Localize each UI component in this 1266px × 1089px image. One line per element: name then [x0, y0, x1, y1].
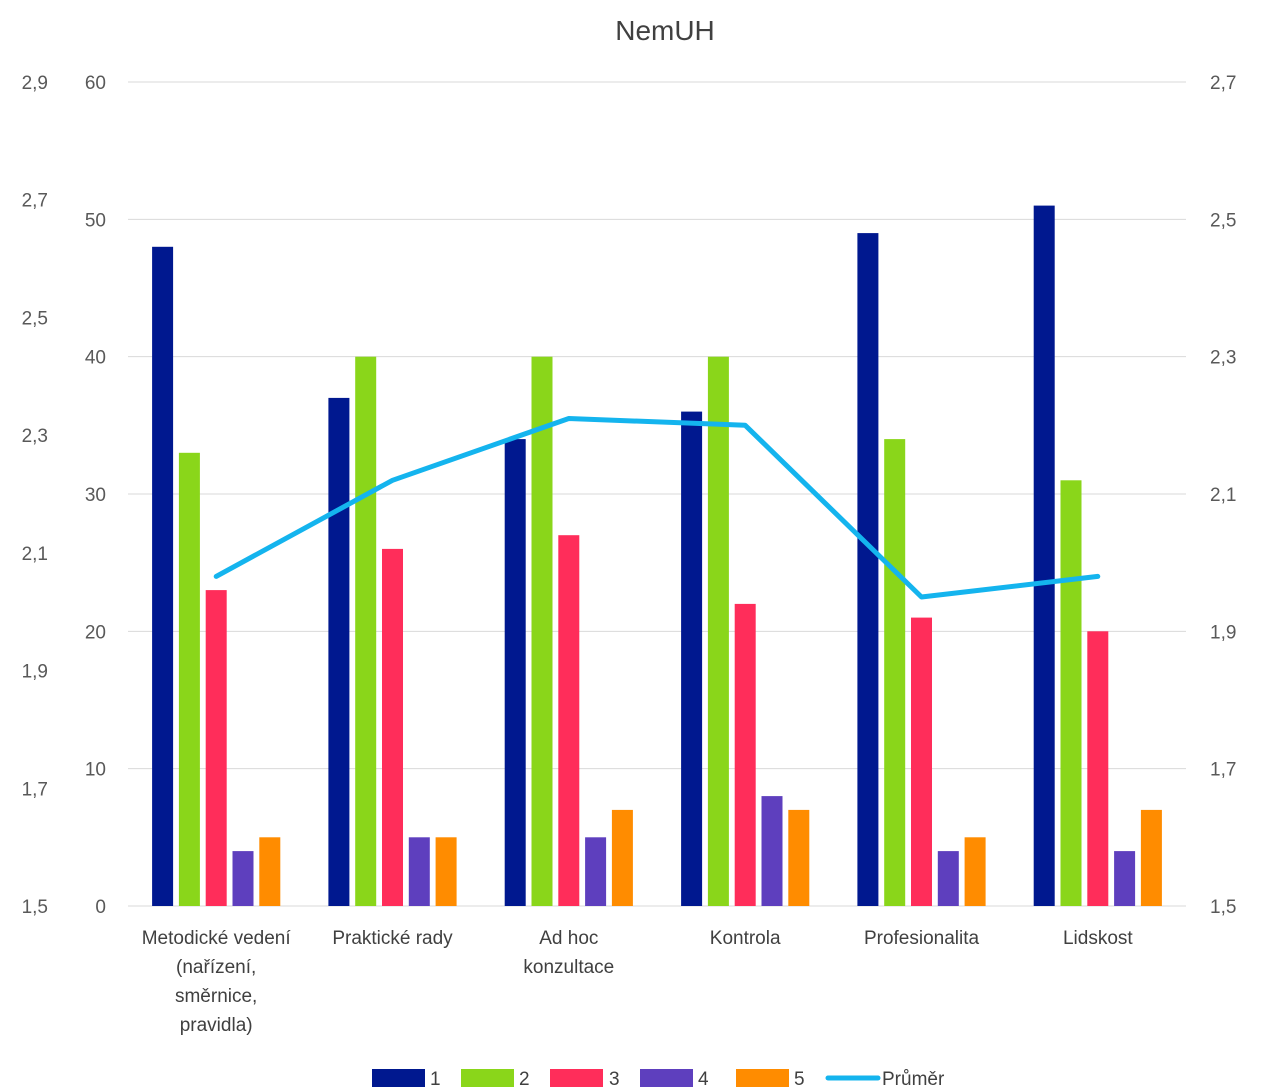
category-label: Praktické rady: [332, 928, 453, 949]
category-label: konzultace: [523, 957, 614, 978]
bar-series-1-cat-3: [681, 411, 703, 906]
y-outer-left-tick-label: 1,9: [22, 662, 48, 683]
bar-series-2-cat-1: [355, 356, 377, 906]
legend-swatch-4: [640, 1069, 693, 1087]
bar-series-5-cat-3: [788, 809, 810, 906]
bars: [152, 205, 1162, 907]
y-outer-left-tick-label: 2,1: [22, 544, 48, 565]
bar-series-3-cat-2: [558, 535, 580, 906]
y-left-tick-label: 40: [85, 348, 106, 369]
legend-label-3: 3: [609, 1069, 620, 1089]
bar-series-5-cat-2: [611, 809, 633, 906]
y-outer-left-tick-label: 1,5: [22, 897, 48, 918]
y-right-tick-label: 1,9: [1210, 622, 1236, 643]
legend-label-1: 1: [430, 1069, 441, 1089]
bar-series-4-cat-4: [937, 851, 959, 906]
bar-series-4-cat-2: [585, 837, 607, 906]
bar-series-2-cat-3: [707, 356, 729, 906]
bar-series-4-cat-3: [761, 796, 783, 906]
category-labels: Metodické vedení (nařízení, směrnice, pravi…: [142, 928, 1134, 1036]
y-left-tick-label: 20: [85, 622, 106, 643]
legend-swatch-1: [372, 1069, 425, 1087]
bar-series-1-cat-2: [504, 439, 526, 906]
outer-left-axis: 1,5 1,7 1,9 2,1 2,3 2,5 2,7 2,9: [22, 73, 48, 918]
y-left-tick-label: 0: [95, 897, 106, 918]
category-label: Lidskost: [1063, 928, 1133, 949]
bar-series-1-cat-4: [857, 233, 879, 907]
y-outer-left-tick-label: 2,9: [22, 73, 48, 94]
average-line: [213, 416, 1101, 600]
legend-label-5: 5: [794, 1069, 805, 1089]
bar-series-3-cat-3: [734, 603, 756, 906]
line-series-prumer: [213, 416, 1101, 600]
y-right-tick-label: 1,7: [1210, 760, 1236, 781]
left-axis: 0 10 20 30 40 50 60: [85, 73, 106, 918]
bar-series-4-cat-0: [232, 851, 254, 906]
y-outer-left-tick-label: 2,5: [22, 308, 48, 329]
y-outer-left-tick-label: 2,3: [22, 426, 48, 447]
bar-series-3-cat-1: [382, 548, 403, 906]
bar-series-2-cat-0: [178, 452, 200, 906]
bar-series-3-cat-5: [1087, 631, 1109, 906]
legend: 1 2 3 4 5 Průměr: [372, 1069, 945, 1089]
y-right-tick-label: 2,5: [1210, 210, 1236, 231]
bar-series-2-cat-2: [531, 356, 553, 906]
y-outer-left-tick-label: 2,7: [22, 191, 48, 212]
bar-series-1-cat-0: [152, 246, 174, 907]
gridlines: [128, 81, 1186, 907]
category-label: směrnice,: [175, 986, 257, 1007]
category-label: pravidla): [180, 1015, 253, 1036]
bar-series-1-cat-5: [1033, 205, 1055, 907]
legend-swatch-2: [461, 1069, 514, 1087]
category-label: Profesionalita: [864, 928, 980, 949]
y-right-tick-label: 1,5: [1210, 897, 1236, 918]
y-right-tick-label: 2,7: [1210, 73, 1236, 94]
right-axis: 1,5 1,7 1,9 2,1 2,3 2,5 2,7: [1210, 73, 1236, 918]
y-left-tick-label: 30: [85, 485, 106, 506]
bar-series-5-cat-1: [435, 837, 457, 906]
y-left-tick-label: 60: [85, 73, 106, 94]
bar-series-3-cat-4: [911, 617, 932, 906]
bar-series-5-cat-4: [964, 837, 986, 906]
legend-label-2: 2: [519, 1069, 530, 1089]
bar-series-2-cat-4: [884, 439, 906, 906]
y-right-tick-label: 2,1: [1210, 485, 1236, 506]
y-left-tick-label: 10: [85, 760, 106, 781]
legend-swatch-5: [736, 1069, 789, 1087]
bar-series-2-cat-5: [1060, 480, 1082, 906]
bar-series-3-cat-0: [205, 590, 227, 906]
legend-swatch-3: [550, 1069, 603, 1087]
legend-label-4: 4: [698, 1069, 709, 1089]
bar-series-1-cat-1: [328, 397, 350, 906]
chart-title: NemUH: [615, 15, 715, 46]
category-label: Metodické vedení: [142, 928, 292, 949]
y-left-tick-label: 50: [85, 210, 106, 231]
bar-series-5-cat-0: [259, 837, 281, 906]
bar-series-4-cat-1: [408, 837, 430, 906]
bar-series-5-cat-5: [1140, 809, 1162, 906]
category-label: Kontrola: [710, 928, 781, 949]
category-label: Ad hoc: [539, 928, 598, 949]
y-outer-left-tick-label: 1,7: [22, 779, 48, 800]
category-label: (nařízení,: [176, 957, 256, 978]
legend-label-prumer: Průměr: [882, 1069, 945, 1089]
y-right-tick-label: 2,3: [1210, 348, 1236, 369]
bar-series-4-cat-5: [1114, 851, 1136, 906]
